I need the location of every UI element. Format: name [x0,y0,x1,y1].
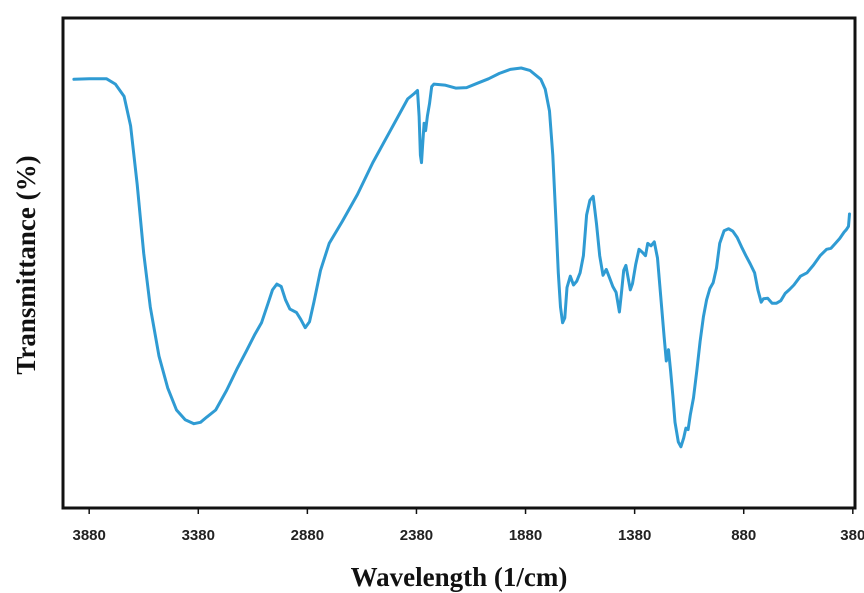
x-tick-group: 3880 3380 2880 2380 1880 1380 880 380 [72,508,864,544]
x-tick-label: 1380 [618,527,651,544]
x-tick-label: 3880 [72,527,105,544]
plot-frame [61,16,857,510]
x-tick-label: 880 [731,527,756,544]
x-tick-label: 2380 [400,527,433,544]
x-tick-label: 380 [840,527,864,544]
x-axis-label: Wavelength (1/cm) [351,562,568,592]
y-axis-label: Transmittance (%) [11,155,41,374]
x-tick-label: 3380 [182,527,215,544]
x-tick-label: 1880 [509,527,542,544]
transmittance-line [72,66,851,449]
x-tick-label: 2880 [291,527,324,544]
series-layer [72,66,851,449]
